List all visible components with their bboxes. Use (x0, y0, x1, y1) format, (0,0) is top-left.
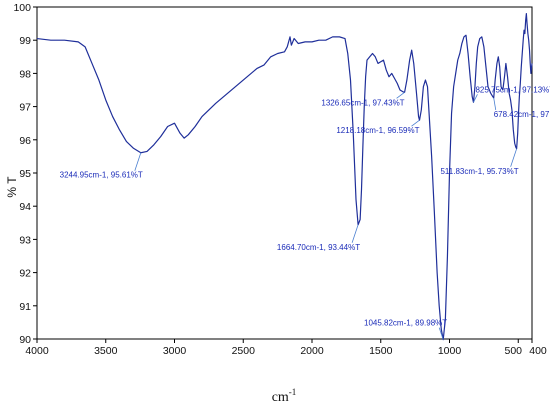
y-tick-label: 99 (19, 35, 31, 47)
peak-annotation: 511.83cm-1, 95.73%T (440, 167, 518, 176)
x-axis-label-superscript: -1 (289, 387, 297, 397)
y-tick-label: 93 (19, 234, 31, 246)
annotation-leader (493, 97, 497, 111)
x-tick-label: 400 (529, 345, 547, 357)
annotation-leader (473, 94, 478, 103)
y-tick-label: 95 (19, 168, 31, 180)
y-tick-label: 94 (19, 201, 31, 213)
peak-annotation: 1045.82cm-1, 89.98%T (364, 319, 447, 328)
peak-annotation: 678.42cm-1, 97.26%T (494, 110, 550, 119)
x-tick-label: 2500 (232, 345, 256, 357)
x-tick-label: 1000 (438, 345, 462, 357)
x-tick-label: 2000 (300, 345, 324, 357)
x-tick-label: 500 (504, 345, 522, 357)
peak-annotation: 1218.18cm-1, 96.59%T (336, 126, 419, 135)
peak-annotation: 3244.95cm-1, 95.61%T (60, 171, 143, 180)
x-tick-label: 1500 (369, 345, 393, 357)
peak-annotation: 1664.70cm-1, 93.44%T (277, 243, 360, 252)
peak-annotation: 1326.65cm-1, 97.43%T (321, 98, 404, 107)
series-layer (36, 13, 533, 341)
y-axis: 90 91 92 93 94 95 96 97 98 99 100 (13, 2, 37, 346)
annotation-leader (396, 92, 405, 99)
annotation-leader (351, 224, 359, 243)
annotation-leader (411, 119, 420, 127)
y-tick-label: 98 (19, 68, 31, 80)
y-tick-label: 91 (19, 301, 31, 313)
spectrum-line (36, 13, 533, 341)
annotation-leader (510, 148, 518, 167)
x-axis-label-base: cm (272, 390, 289, 405)
y-tick-label: 97 (19, 102, 31, 114)
y-tick-label: 96 (19, 135, 31, 147)
x-tick-label: 4000 (25, 345, 49, 357)
peak-annotation: 825.75cm-1, 97.13%T (475, 85, 550, 94)
x-tick-label: 3000 (163, 345, 187, 357)
x-tick-label: 3500 (94, 345, 118, 357)
y-axis-label: % T (5, 176, 19, 198)
y-tick-label: 90 (19, 334, 31, 346)
x-axis: 4000 3500 3000 2500 2000 1500 1000 500 400 (25, 339, 547, 357)
y-tick-label: 92 (19, 268, 31, 280)
annotation-layer: 3244.95cm-1, 95.61%T 1664.70cm-1, 93.44%T… (60, 85, 550, 340)
annotation-leader (134, 152, 142, 171)
annotation-leader (438, 327, 444, 340)
x-axis-label: cm-1 (272, 387, 297, 405)
y-tick-label: 100 (13, 2, 31, 14)
